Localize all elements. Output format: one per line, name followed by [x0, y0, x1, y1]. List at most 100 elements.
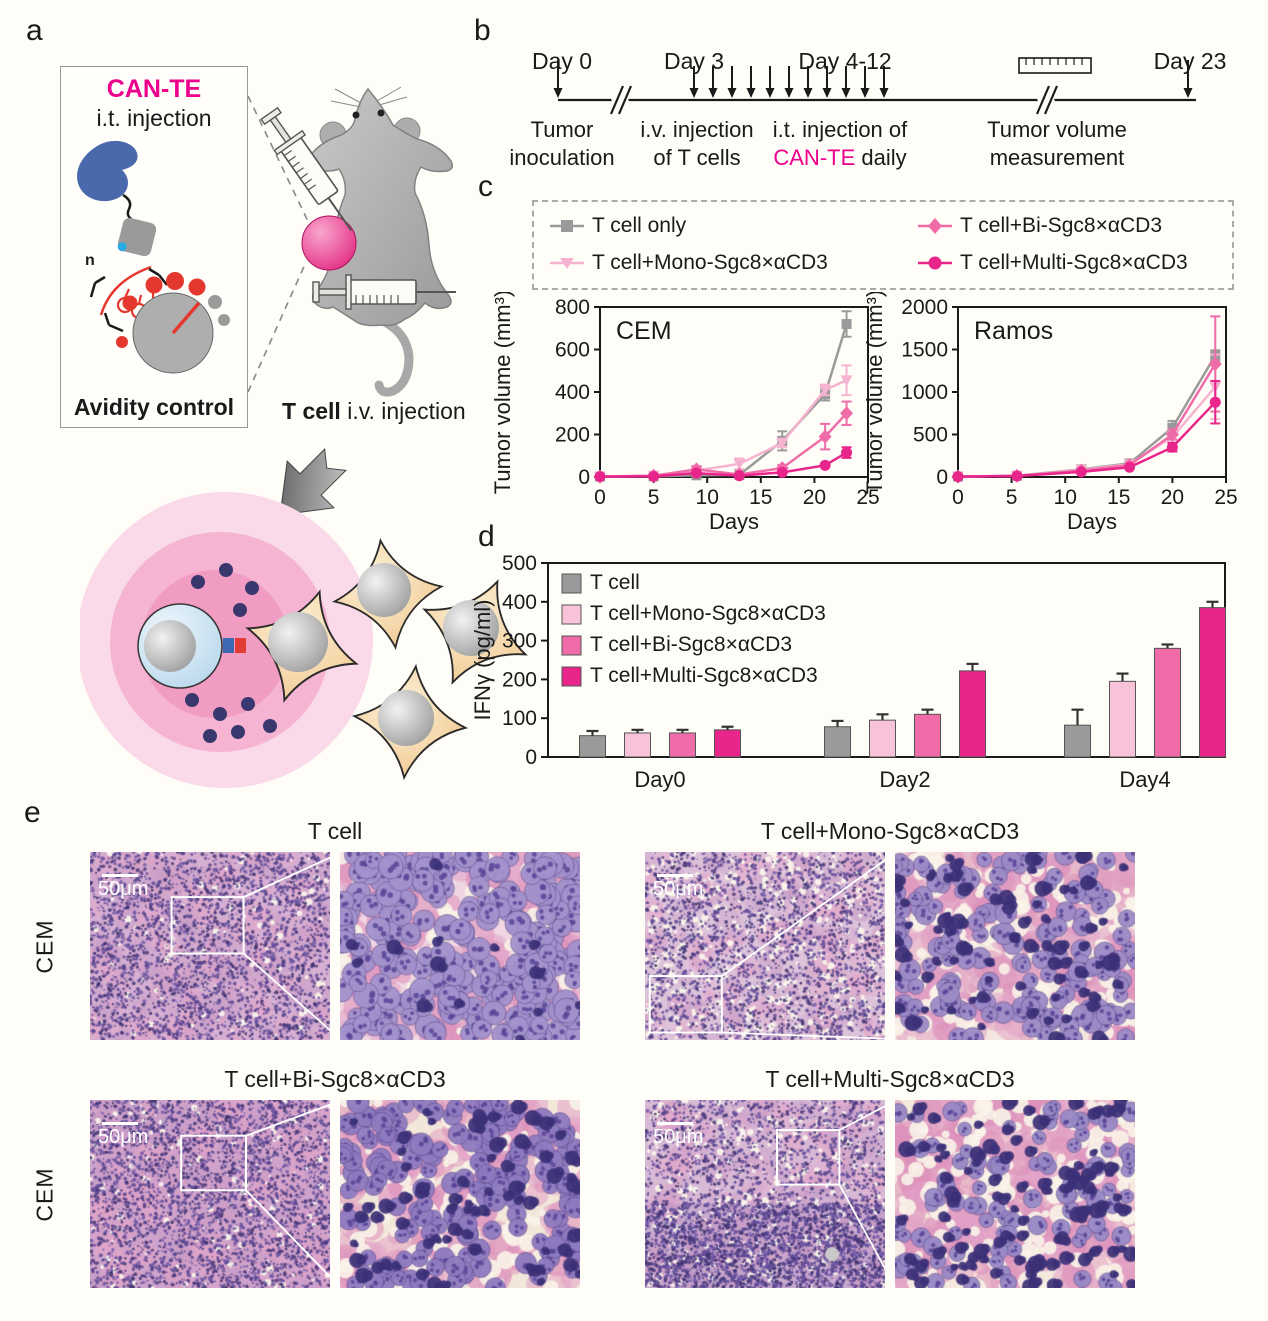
- histology-title-tcell: T cell: [307, 818, 363, 844]
- svg-text:25: 25: [1214, 486, 1237, 509]
- svg-text:Tumor volume (mm³): Tumor volume (mm³): [490, 292, 515, 494]
- inset-line-bottom: [243, 952, 341, 1040]
- histology-low-mag-tcell: [90, 852, 330, 1040]
- svg-text:400: 400: [555, 381, 590, 404]
- svg-text:T cell: T cell: [590, 571, 640, 594]
- svg-text:0: 0: [578, 466, 590, 489]
- cante-schematic: n: [77, 140, 230, 374]
- svg-text:10: 10: [696, 486, 719, 509]
- avidity-control-box: CAN-TE i.t. injection: [60, 66, 248, 428]
- svg-text:T cell+Multi-Sgc8×αCD3: T cell+Multi-Sgc8×αCD3: [590, 664, 818, 687]
- scale-bar: [657, 874, 693, 877]
- mouse-whiskers: [330, 86, 408, 108]
- mouse-eye: [377, 109, 385, 117]
- panel-label-b: b: [474, 14, 491, 47]
- histology-title-multi: T cell+Multi-Sgc8×αCD3: [765, 1066, 1015, 1092]
- svg-text:15: 15: [749, 486, 772, 509]
- histology-high-mag-tcell: [340, 852, 580, 1040]
- histology-high-mag-bi: [340, 1100, 580, 1288]
- tumor-cell-nuclei: [268, 563, 499, 746]
- mouse-tail: [374, 316, 414, 397]
- scale-bar-label: 50μm: [98, 1126, 149, 1148]
- tcell-nucleus: [144, 620, 196, 672]
- Ramos-axes: 0 5 10 15 20 25 0 500 1000 1500 2000 Days Tumor volu…: [862, 292, 1238, 534]
- avidity-gauge: [116, 272, 230, 374]
- tcell-iv-caption: T cell i.v. injection: [282, 398, 466, 425]
- histology-title-bi: T cell+Bi-Sgc8×αCD3: [224, 1066, 446, 1092]
- row-label-cem-bottom: CEM: [31, 1166, 58, 1222]
- svg-text:15: 15: [1107, 486, 1130, 509]
- tumor: [301, 215, 357, 271]
- inset-line-top: [838, 1100, 896, 1131]
- svg-text:5: 5: [648, 486, 660, 509]
- svg-text:800: 800: [555, 296, 590, 319]
- svg-text:20: 20: [1161, 486, 1184, 509]
- panel-label-d: d: [478, 520, 495, 553]
- svg-text:100: 100: [502, 707, 537, 730]
- svg-text:Tumor volume (mm³): Tumor volume (mm³): [862, 292, 887, 494]
- linker-module: [117, 217, 157, 257]
- engager-link-red: [235, 638, 246, 653]
- svg-text:T cell+Mono-Sgc8×αCD3: T cell+Mono-Sgc8×αCD3: [590, 602, 826, 625]
- day4-12-label: Day 4-12: [798, 48, 892, 74]
- svg-text:1500: 1500: [901, 339, 948, 362]
- inset-overlay: [648, 852, 896, 1040]
- cem-tumor-volume-chart: 0 5 10 15 20 25 0 200 400 600 800 Days Tumor volume …: [490, 292, 880, 534]
- inset-rect: [776, 1129, 841, 1186]
- ifn-legend: T cell T cell+Mono-Sgc8×αCD3 T cell+Bi-Sgc…: [561, 571, 826, 687]
- cante-highlight: CAN-TE: [773, 144, 856, 170]
- tcell-tumor-illustration: [80, 492, 540, 788]
- ramos-tumor-volume-chart: 0 5 10 15 20 25 0 500 1000 1500 2000 Days Tumor volu…: [862, 292, 1238, 534]
- inset-overlay: [180, 1100, 341, 1288]
- mouse-eye: [352, 111, 360, 119]
- legend-item-tcell-only: T cell only: [550, 214, 686, 238]
- inset-line-bottom: [245, 1189, 341, 1288]
- series-T cell+Multi-Sgc8×αCD3: [594, 446, 853, 483]
- svg-text:T cell+Bi-Sgc8×αCD3: T cell+Bi-Sgc8×αCD3: [590, 633, 792, 656]
- svg-text:Day4: Day4: [1119, 767, 1170, 792]
- inset-rect: [170, 896, 245, 955]
- histology-low-mag-bi: [90, 1100, 330, 1288]
- svg-text:20: 20: [803, 486, 826, 509]
- inset-line-top: [245, 1100, 341, 1137]
- callout-dashed-lines: [247, 95, 317, 393]
- legend-item-mono: T cell+Mono-Sgc8×αCD3: [550, 251, 828, 275]
- scale-bar: [102, 874, 138, 877]
- inset-line-top: [243, 852, 341, 898]
- square-marker-icon: [550, 220, 584, 232]
- timeline: [553, 60, 1196, 118]
- svg-text:200: 200: [555, 424, 590, 447]
- iv-injection-caption: i.v. injection of T cells: [640, 117, 754, 170]
- tumor-chart-legend: T cell only T cell+Mono-Sgc8×αCD3 T cell…: [532, 200, 1234, 290]
- it-injection-label: i.t. injection: [96, 105, 212, 131]
- iv-injection-label: i.v. injection: [347, 398, 466, 424]
- tumor-inoculation-caption: Tumor inoculation: [509, 117, 615, 170]
- inset-line-bottom: [838, 1184, 896, 1288]
- svg-text:2000: 2000: [901, 296, 948, 319]
- n-label: n: [85, 252, 95, 269]
- ifn-gamma-bar-chart: 0 100 200 300 400 500 IFNγ (pg/ml) Day0 Day2 Day4…: [470, 552, 1226, 792]
- histology-high-mag-multi: [895, 1100, 1135, 1288]
- legend-item-multi: T cell+Multi-Sgc8×αCD3: [918, 251, 1188, 275]
- day3-label: Day 3: [663, 48, 725, 74]
- ifn-axes: 0 100 200 300 400 500 IFNγ (pg/ml) Day0 Day2 Day4: [470, 552, 1226, 792]
- svg-text:600: 600: [555, 339, 590, 362]
- timeline-graphics: [553, 60, 1196, 118]
- series-T cell only: [953, 349, 1221, 482]
- svg-text:0: 0: [525, 746, 537, 769]
- svg-text:CEM: CEM: [616, 317, 672, 345]
- svg-text:10: 10: [1054, 486, 1077, 509]
- it-injection-caption: i.t. injection of CAN-TE daily: [772, 117, 908, 170]
- inset-rect: [648, 975, 723, 1034]
- circle-marker-icon: [918, 256, 952, 270]
- histology-title-mono: T cell+Mono-Sgc8×αCD3: [760, 818, 1020, 844]
- histology-high-mag-mono: [895, 852, 1135, 1040]
- scale-bar-label: 50μm: [653, 1126, 704, 1148]
- inset-overlay: [170, 852, 341, 1040]
- tcell-label: T cell: [282, 398, 341, 424]
- legend-item-bi: T cell+Bi-Sgc8×αCD3: [918, 214, 1162, 238]
- scale-bar: [657, 1122, 693, 1125]
- svg-text:0: 0: [936, 466, 948, 489]
- scale-bar: [102, 1122, 138, 1125]
